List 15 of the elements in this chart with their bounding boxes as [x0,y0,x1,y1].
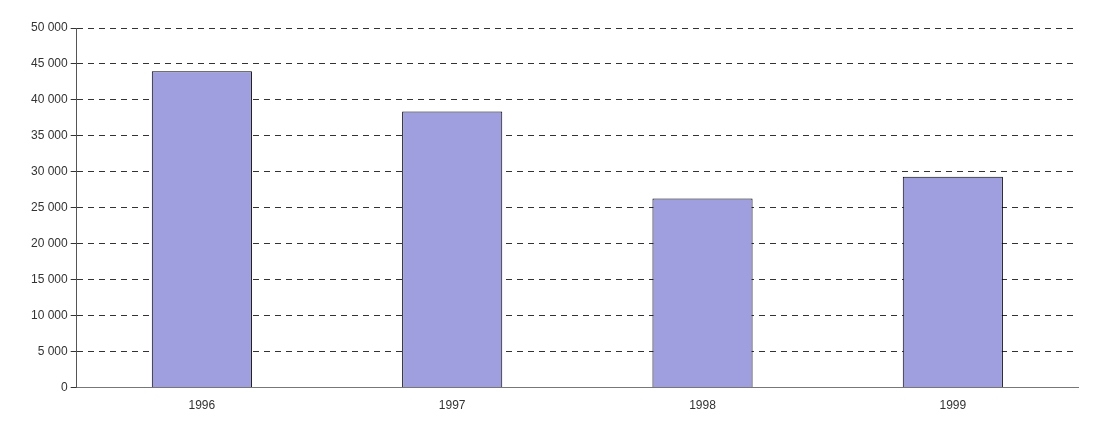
x-tick-label: 1996 [188,398,216,413]
x-tick-label: 1997 [438,398,466,413]
x-tick-label: 1998 [689,398,717,413]
y-tick-label: 5 000 [37,343,69,358]
y-tick-label: 30 000 [31,164,69,179]
y-tick-label: 10 000 [31,307,69,322]
y-tick-label: 40 000 [31,92,69,107]
y-tick-label: 0 [61,379,69,394]
y-tick-label: 45 000 [31,56,69,71]
y-tick-label: 20 000 [31,236,69,251]
y-tick-label: 15 000 [31,272,69,287]
y-tick-label: 50 000 [31,20,69,35]
y-tick-label: 25 000 [31,200,69,215]
x-tick-label: 1999 [939,398,967,413]
y-tick-label: 35 000 [31,128,69,143]
